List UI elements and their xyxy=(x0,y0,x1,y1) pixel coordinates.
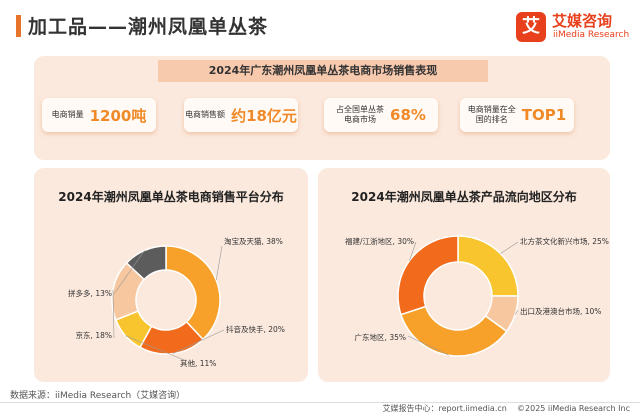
stat-label: 电商销售额 xyxy=(185,110,226,119)
pie-slice xyxy=(125,245,167,281)
report-center-text: 艾媒报告中心：report.iimedia.cn xyxy=(382,404,507,413)
platform-donut-chart: 淘宝及天猫, 38% 抖音及快手, 20% 其他, 11% 京东, 18% 拼多多, 1… xyxy=(68,236,285,368)
copyright-text: ©2025 iiMedia Research Inc xyxy=(517,404,630,413)
region-distribution-card: 2024年潮州凤凰单丛茶产品流向地区分布 北方茶文化新兴市场, 25% 出口及港澳… xyxy=(318,168,610,382)
title-bar: 加工品——潮州凤凰单丛茶 艾 艾媒咨询 iiMedia Research xyxy=(0,0,640,56)
brand-mark-icon: 艾 xyxy=(516,12,546,42)
stat-value: TOP1 xyxy=(521,106,567,124)
page-title: 加工品——潮州凤凰单丛茶 xyxy=(28,16,269,38)
summary-banner-title: 2024年广东潮州凤凰单丛茶电商市场销售表现 xyxy=(158,60,488,82)
platform-distribution-card: 2024年潮州凤凰单丛茶电商销售平台分布 淘宝及天猫, 38% 抖音及快手, 20… xyxy=(34,168,308,382)
data-source: 数据来源：iiMedia Research（艾媒咨询） xyxy=(10,391,186,401)
slice-label: 出口及港澳台市场, 10% xyxy=(520,306,601,316)
slice-label: 北方茶文化新兴市场, 25% xyxy=(520,236,609,246)
stat-value: 1200吨 xyxy=(89,106,147,125)
footer-divider xyxy=(0,402,640,403)
leader-line xyxy=(215,245,223,281)
summary-panel: 2024年广东潮州凤凰单丛茶电商市场销售表现 电商销量 1200吨 电商销售额 … xyxy=(34,56,610,160)
leader-line xyxy=(113,250,145,295)
title-accent-bar xyxy=(16,15,21,37)
brand-name-cn: 艾媒咨询 xyxy=(552,12,613,30)
leader-line xyxy=(125,335,185,361)
slice-label: 淘宝及天猫, 38% xyxy=(224,236,283,246)
leader-line xyxy=(500,241,519,254)
slice-label: 其他, 11% xyxy=(180,358,216,368)
stat-card-market-share: 占全国单丛茶电商市场 68% xyxy=(324,98,438,132)
chart-title: 2024年潮州凤凰单丛茶产品流向地区分布 xyxy=(351,190,577,204)
stat-value: 68% xyxy=(390,106,426,124)
leader-line xyxy=(407,335,449,356)
slice-label: 福建/江浙地区, 30% xyxy=(345,236,414,246)
slice-label: 广东地区, 35% xyxy=(355,332,406,342)
slice-label: 京东, 18% xyxy=(76,330,112,340)
pie-slice xyxy=(457,235,519,297)
pie-slice xyxy=(165,245,221,341)
leader-line xyxy=(409,241,417,261)
slice-label: 抖音及快手, 20% xyxy=(226,324,285,334)
brand-logo: 艾 艾媒咨询 iiMedia Research xyxy=(516,10,630,46)
stat-label: 电商销量在全国的排名 xyxy=(467,105,516,124)
leader-line xyxy=(172,329,225,354)
stat-label: 电商销量 xyxy=(51,110,84,119)
stat-label: 占全国单丛茶电商市场 xyxy=(336,105,385,124)
chart-title: 2024年潮州凤凰单丛茶电商销售平台分布 xyxy=(58,190,284,204)
stat-card-national-rank: 电商销量在全国的排名 TOP1 xyxy=(460,98,574,132)
region-donut-chart: 北方茶文化新兴市场, 25% 出口及港澳台市场, 10% 广东地区, 35% 福建/江… xyxy=(345,235,609,357)
pie-slice xyxy=(399,305,508,357)
footer-info: 艾媒报告中心：report.iimedia.cn ©2025 iiMedia R… xyxy=(382,403,630,414)
leader-line xyxy=(514,309,519,315)
pie-slice xyxy=(397,235,459,316)
stat-card-sales-amount: 电商销售额 约18亿元 xyxy=(184,98,298,132)
brand-name-en: iiMedia Research xyxy=(553,30,630,40)
stat-card-sales-volume: 电商销量 1200吨 xyxy=(42,98,156,132)
stat-value: 约18亿元 xyxy=(231,106,297,125)
slice-label: 拼多多, 13% xyxy=(68,288,112,298)
leader-line xyxy=(112,289,115,339)
